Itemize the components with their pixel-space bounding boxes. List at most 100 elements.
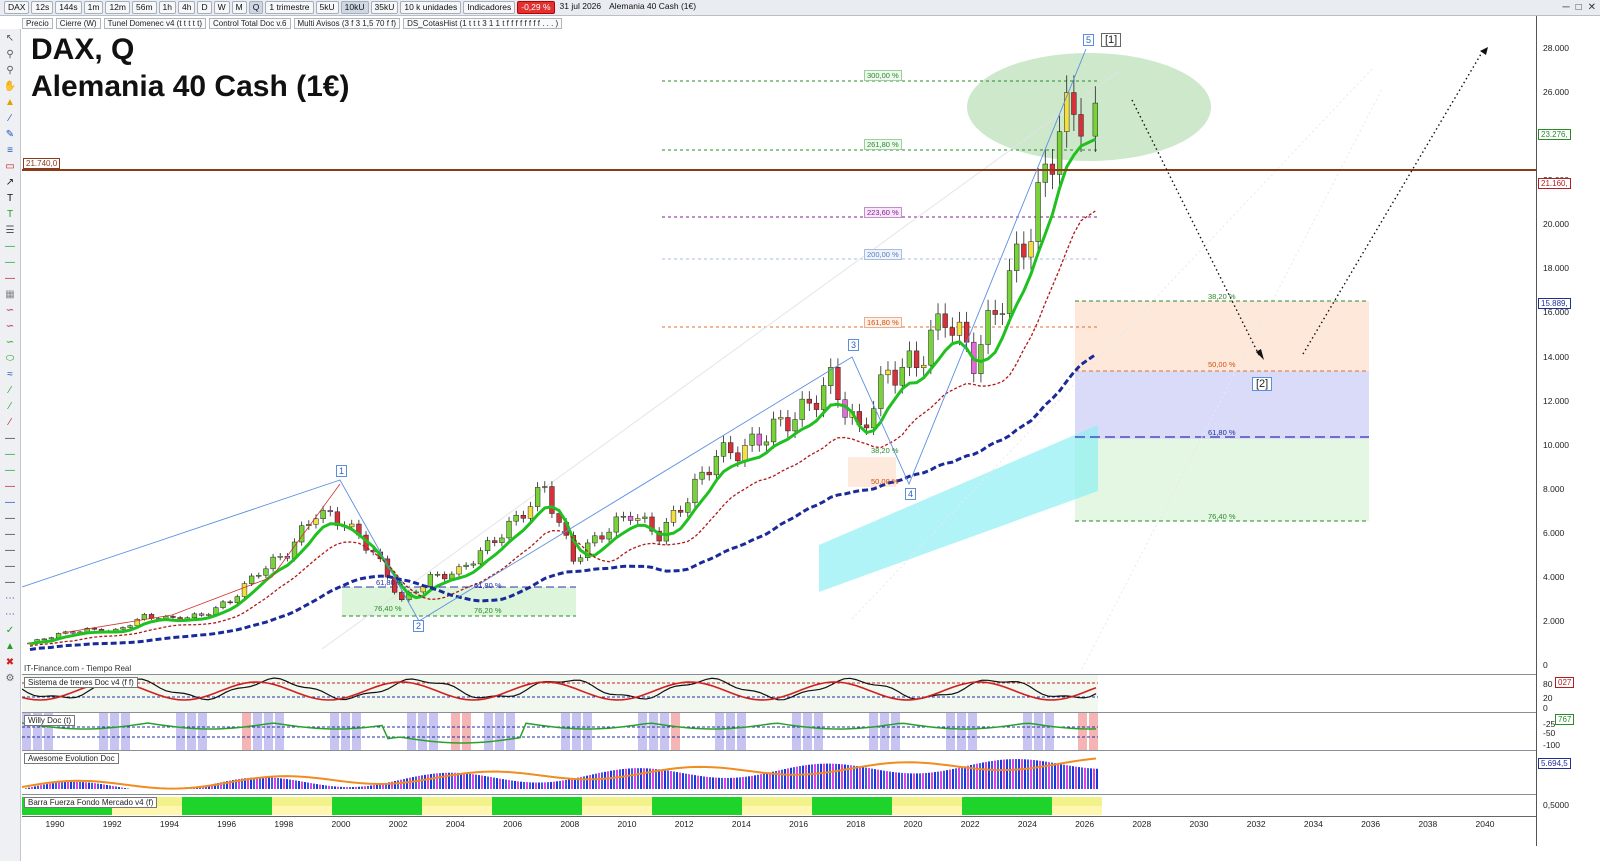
channel-icon[interactable]: ≡ (7, 145, 13, 156)
dash5-icon[interactable]: — (5, 497, 15, 508)
panel-sistema-trenes[interactable]: Sistema de trenes Doc v4 (f f) (22, 674, 1536, 712)
dash3-icon[interactable]: — (5, 465, 15, 476)
study-multi-avisos[interactable]: Multi Avisos (3 f 3 1,5 70 f f) (293, 17, 401, 29)
arrow-head-down (1256, 349, 1264, 360)
unit-10ku[interactable]: 10kU (340, 1, 369, 14)
study-cierre[interactable]: Cierre (W) (55, 17, 101, 29)
line-green2-icon[interactable]: ∕ (9, 401, 11, 412)
alarm-icon[interactable]: ▲ (5, 97, 15, 108)
panel3-bar (931, 772, 933, 789)
fibonacci-icon[interactable]: ☰ (5, 225, 15, 236)
panel-willy-label[interactable]: Willy Doc (t) (24, 715, 76, 726)
time-axis-label: 2036 (1361, 819, 1381, 829)
restore-icon[interactable]: □ (1575, 2, 1582, 13)
wave-icon[interactable]: ≈ (7, 369, 13, 380)
line-red-icon[interactable]: ∕ (9, 417, 11, 428)
price-chart[interactable] (22, 29, 1536, 674)
price-axis[interactable]: 28.00026.00024.00022.00020.00018.00016.0… (1536, 16, 1600, 846)
ma-fast-green (29, 137, 1096, 646)
pencil-icon[interactable]: ✎ (5, 129, 15, 140)
hline3-icon[interactable]: — (5, 273, 15, 284)
dash7-icon[interactable]: — (5, 529, 15, 540)
interval-4h[interactable]: 4h (178, 1, 196, 14)
settings-icon[interactable]: ⚙ (5, 673, 15, 684)
panel3-bar (946, 770, 948, 789)
ellipse-icon[interactable]: ⬭ (5, 353, 15, 364)
panel3-bar (751, 775, 753, 789)
panel-barra-fuerza[interactable]: Barra Fuerza Fondo Mercado v4 (f) (22, 794, 1536, 816)
curve2-icon[interactable]: ∽ (5, 321, 15, 332)
interval-1h[interactable]: 1h (158, 1, 177, 14)
panel3-bar (463, 773, 465, 789)
hand-icon[interactable]: ✋ (3, 81, 17, 92)
symbol-selector[interactable]: DAX (4, 1, 30, 14)
panel-awesome[interactable]: Awesome Evolution Doc (22, 750, 1536, 794)
interval-144s[interactable]: 144s (55, 1, 82, 14)
trendline-icon[interactable]: ∕ (9, 113, 11, 124)
text-icon[interactable]: T (6, 193, 14, 204)
check-icon[interactable]: ✓ (5, 625, 15, 636)
curve-icon[interactable]: ∽ (5, 305, 15, 316)
text-green-icon[interactable]: T (6, 209, 14, 220)
dots-icon[interactable]: ⋯ (5, 593, 15, 604)
zoom-icon[interactable]: ⚲ (6, 49, 14, 60)
interval-12s[interactable]: 12s (31, 1, 54, 14)
dash6-icon[interactable]: — (5, 513, 15, 524)
candle-body (627, 515, 634, 521)
panel-sistema-trenes-label[interactable]: Sistema de trenes Doc v4 (f f) (24, 677, 138, 688)
study-tunel[interactable]: Tunel Domenec v4 (t t t t t) (103, 17, 206, 29)
panel2-bar (803, 713, 812, 750)
panel3-bar (268, 777, 270, 789)
delete-icon[interactable]: ✖ (5, 657, 15, 668)
interval-w[interactable]: W (213, 1, 230, 14)
unit-5ku[interactable]: 5kU (315, 1, 339, 14)
panel-barra-fuerza-label[interactable]: Barra Fuerza Fondo Mercado v4 (f) (24, 797, 158, 808)
interval-m[interactable]: M (231, 1, 247, 14)
unit-mode-selector[interactable]: 10 k unidades (400, 1, 462, 14)
panel-willy[interactable]: Willy Doc (t) (22, 712, 1536, 750)
curve3-icon[interactable]: ∽ (5, 337, 15, 348)
interval-q[interactable]: Q (248, 1, 264, 14)
minimize-icon[interactable]: ─ (1562, 2, 1570, 13)
panel4-cell-top (962, 797, 972, 806)
interval-d[interactable]: D (197, 1, 212, 14)
dots2-icon[interactable]: ⋯ (5, 609, 15, 620)
panel3-bar (361, 786, 363, 789)
indicators-button[interactable]: Indicadores (463, 1, 516, 14)
dash4-icon[interactable]: — (5, 481, 15, 492)
panel2-bar (154, 713, 163, 750)
dash2-icon[interactable]: — (5, 449, 15, 460)
interval-1m[interactable]: 1m (83, 1, 104, 14)
dash10-icon[interactable]: — (5, 577, 15, 588)
interval-12m[interactable]: 12m (105, 1, 130, 14)
candle-body (234, 596, 240, 603)
thumb-icon[interactable]: ▲ (5, 641, 15, 652)
dash8-icon[interactable]: — (5, 545, 15, 556)
study-cotashist[interactable]: DS_CotasHist (1 t t t 3 1 1 t f f f f f … (403, 17, 563, 29)
dash9-icon[interactable]: — (5, 561, 15, 572)
arrow-icon[interactable]: ↗ (5, 177, 15, 188)
interval-56m[interactable]: 56m (132, 1, 157, 14)
panel3-bar (271, 777, 273, 789)
panel-awesome-label[interactable]: Awesome Evolution Doc (24, 753, 119, 764)
ruler-icon[interactable]: ▦ (5, 289, 15, 300)
rectangle-icon[interactable]: ▭ (5, 161, 15, 172)
unit-35ku[interactable]: 35kU (370, 1, 399, 14)
time-axis[interactable]: 1990 1992 1994 1996 1998 2000 2002 2004 2006 2008… (22, 816, 1536, 830)
study-precio[interactable]: Precio (22, 17, 53, 29)
period-selector[interactable]: 1 trimestre (265, 1, 314, 14)
cursor-icon[interactable]: ↖ (5, 33, 15, 44)
panel2-bar (308, 713, 317, 750)
panel2-bar (825, 713, 834, 750)
hline-icon[interactable]: — (5, 241, 15, 252)
close-icon[interactable]: ✕ (1587, 2, 1596, 13)
hline2-icon[interactable]: — (5, 257, 15, 268)
study-control-total[interactable]: Control Total Doc v.6 (208, 17, 291, 29)
zoom-out-icon[interactable]: ⚲ (6, 65, 14, 76)
panel3-bar (466, 773, 468, 789)
panel4-cell-top (952, 797, 962, 806)
panel3-bar (430, 773, 432, 789)
dash-icon[interactable]: — (5, 433, 15, 444)
line-green-icon[interactable]: ∕ (9, 385, 11, 396)
candle-body (463, 564, 469, 567)
